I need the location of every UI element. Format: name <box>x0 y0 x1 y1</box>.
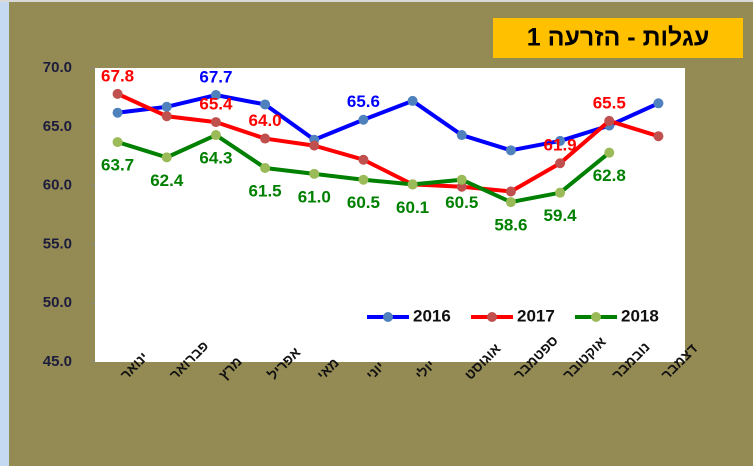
data-label: 65.5 <box>593 93 626 112</box>
point <box>555 135 566 146</box>
point <box>309 140 320 151</box>
point <box>161 111 172 122</box>
y-tick-label: 60.0 <box>43 177 72 194</box>
point <box>456 174 467 185</box>
data-label: 63.7 <box>101 156 134 175</box>
data-label: 67.8 <box>101 66 134 85</box>
point <box>112 137 123 148</box>
point <box>604 115 615 126</box>
point <box>358 154 369 165</box>
point <box>260 99 271 110</box>
point <box>505 197 516 208</box>
data-label: 62.8 <box>593 166 626 185</box>
point <box>505 186 516 197</box>
legend-marker <box>591 312 601 322</box>
point <box>358 114 369 125</box>
point <box>260 162 271 173</box>
point <box>505 145 516 156</box>
y-tick-label: 50.0 <box>43 294 72 311</box>
chart-title: עגלות - הזרעה 1 <box>527 24 710 52</box>
point <box>407 95 418 106</box>
data-label: 64.3 <box>199 149 232 168</box>
data-label: 61.9 <box>544 136 577 155</box>
data-label: 60.1 <box>396 198 429 217</box>
point <box>653 131 664 142</box>
legend-marker <box>383 312 393 322</box>
point <box>112 107 123 118</box>
legend-label: 2017 <box>517 306 555 325</box>
series-line <box>116 92 660 194</box>
y-tick-label: 70.0 <box>43 59 72 76</box>
title-box <box>493 18 743 58</box>
point <box>161 152 172 163</box>
point <box>210 90 221 101</box>
point <box>604 147 615 158</box>
point <box>210 117 221 128</box>
y-tick-label: 55.0 <box>43 235 72 252</box>
data-label: 59.4 <box>544 206 578 225</box>
point <box>260 133 271 144</box>
y-tick-label: 65.0 <box>43 118 72 135</box>
point <box>161 101 172 112</box>
y-tick-label: 45.0 <box>43 353 72 370</box>
point <box>112 88 123 99</box>
point <box>456 130 467 141</box>
data-label: 65.4 <box>199 95 233 114</box>
point <box>456 181 467 192</box>
point <box>555 187 566 198</box>
data-label: 64.0 <box>249 111 282 130</box>
series-line <box>117 93 660 153</box>
data-label: 62.4 <box>150 171 184 190</box>
point <box>407 179 418 190</box>
point <box>358 174 369 185</box>
data-label: 61.0 <box>298 187 331 206</box>
top-border <box>0 0 753 2</box>
point <box>653 98 664 109</box>
data-label: 58.6 <box>494 216 527 235</box>
legend-marker <box>487 312 497 322</box>
data-label: 61.5 <box>249 181 282 200</box>
data-label: 60.5 <box>445 193 478 212</box>
data-label: 65.6 <box>347 92 380 111</box>
point <box>210 130 221 141</box>
point <box>309 168 320 179</box>
data-label: 67.7 <box>199 68 232 87</box>
left-strip <box>0 0 9 466</box>
legend-label: 2016 <box>413 306 451 325</box>
point <box>555 158 566 169</box>
legend-label: 2018 <box>621 306 659 325</box>
data-label: 60.5 <box>347 193 380 212</box>
